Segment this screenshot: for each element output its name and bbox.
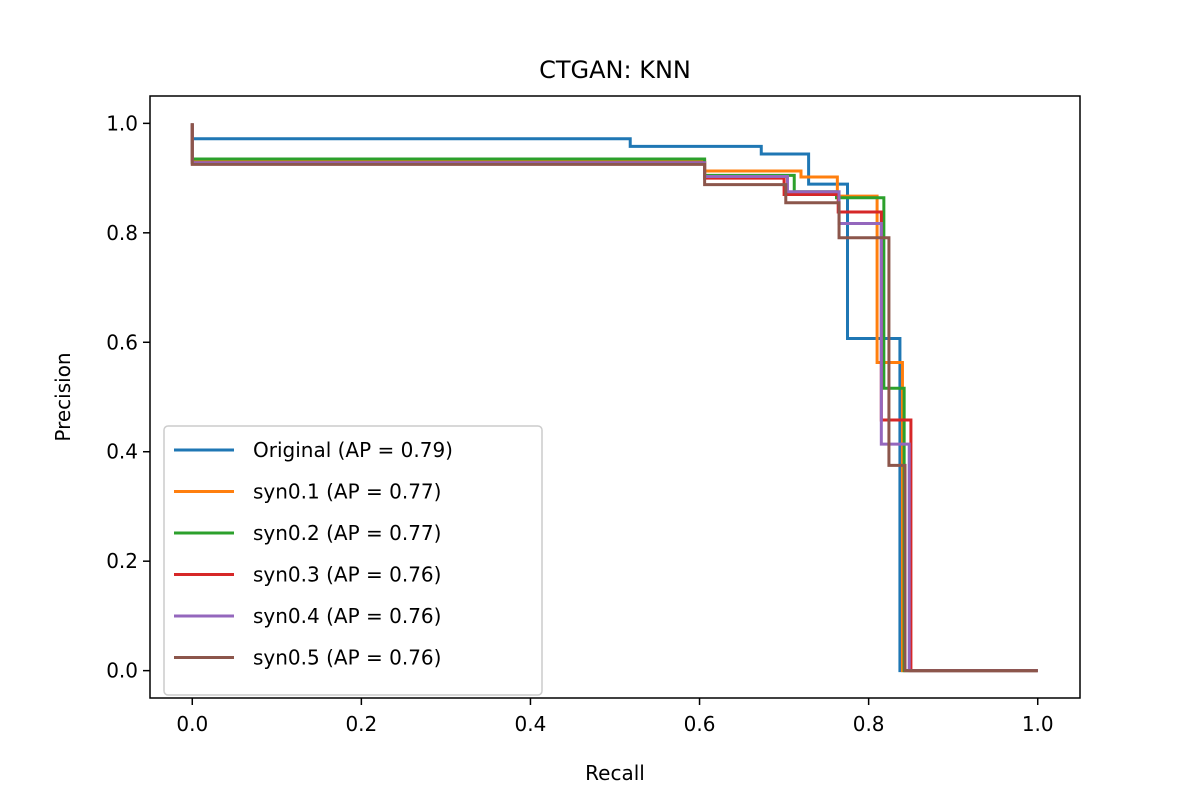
x-tick-label: 0.4	[515, 712, 547, 736]
x-axis-label: Recall	[585, 761, 645, 785]
y-axis: 0.0 0.2 0.4 0.6 0.8 1.0	[106, 111, 150, 683]
plot-area	[190, 123, 1038, 673]
x-axis: 0.0 0.2 0.4 0.6 0.8 1.0	[176, 698, 1054, 736]
legend-label-3: syn0.2 (AP = 0.77)	[253, 521, 441, 545]
legend: Original (AP = 0.79) syn0.1 (AP = 0.77) sy…	[163, 425, 543, 696]
x-tick-label: 1.0	[1022, 712, 1054, 736]
y-tick-label: 0.2	[106, 549, 138, 573]
axes-frame	[149, 95, 1081, 699]
legend-label-5: syn0.4 (AP = 0.76)	[253, 604, 441, 628]
x-tick-label: 0.2	[345, 712, 377, 736]
legend-label-6: syn0.5 (AP = 0.76)	[253, 646, 441, 670]
series-line-1	[190, 123, 1038, 673]
legend-label-1: Original (AP = 0.79)	[253, 438, 453, 462]
y-axis-label: Precision	[51, 352, 75, 441]
x-tick-label: 0.8	[853, 712, 885, 736]
legend-box	[163, 425, 543, 696]
x-tick-label: 0.6	[684, 712, 716, 736]
chart-title: CTGAN: KNN	[539, 56, 691, 84]
legend-label-2: syn0.1 (AP = 0.77)	[253, 480, 441, 504]
y-tick-label: 0.6	[106, 330, 138, 354]
y-tick-label: 0.8	[106, 221, 138, 245]
series-line-5	[190, 123, 1038, 673]
y-tick-label: 0.0	[106, 659, 138, 683]
y-tick-label: 0.4	[106, 440, 138, 464]
y-tick-label: 1.0	[106, 111, 138, 135]
series-line-6	[190, 123, 1038, 673]
x-tick-label: 0.0	[176, 712, 208, 736]
legend-label-4: syn0.3 (AP = 0.76)	[253, 563, 441, 587]
